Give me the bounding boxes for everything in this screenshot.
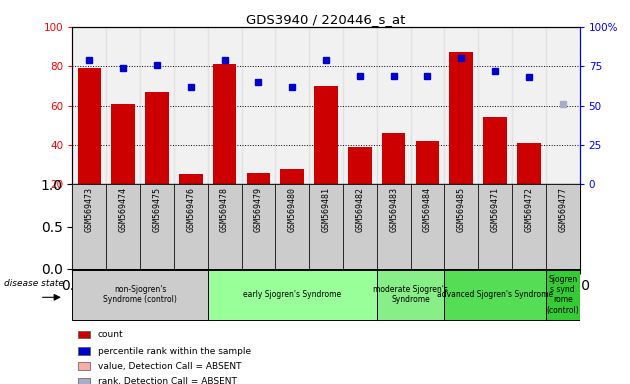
Text: GSM569479: GSM569479 [254, 187, 263, 232]
Bar [280, 169, 304, 184]
Text: Sjogren
s synd
rome
(control): Sjogren s synd rome (control) [546, 275, 579, 315]
Bar [546, 27, 580, 184]
Text: moderate Sjogren's
Syndrome: moderate Sjogren's Syndrome [373, 285, 448, 305]
Bar [377, 270, 444, 319]
Bar [77, 68, 101, 184]
Text: GSM569478: GSM569478 [220, 187, 229, 232]
Bar [483, 118, 507, 184]
Bar [275, 27, 309, 184]
Text: percentile rank within the sample: percentile rank within the sample [98, 346, 251, 356]
Text: GSM569482: GSM569482 [355, 187, 364, 232]
Text: GSM569476: GSM569476 [186, 187, 195, 232]
Text: GSM569485: GSM569485 [457, 187, 466, 232]
Bar [444, 27, 478, 184]
Bar [241, 184, 275, 269]
Text: GSM569471: GSM569471 [491, 187, 500, 232]
Bar [213, 64, 236, 184]
Bar [348, 147, 372, 184]
Bar [106, 27, 140, 184]
Bar [77, 378, 90, 384]
Bar [411, 27, 444, 184]
Bar [145, 92, 169, 184]
Bar [208, 184, 241, 269]
Text: GSM569483: GSM569483 [389, 187, 398, 232]
Bar [343, 27, 377, 184]
Text: GSM569472: GSM569472 [524, 187, 534, 232]
Text: GSM569473: GSM569473 [85, 187, 94, 232]
Bar [174, 184, 208, 269]
Text: GSM569475: GSM569475 [152, 187, 161, 232]
Bar [444, 270, 546, 319]
Bar [416, 141, 439, 184]
Text: GSM569481: GSM569481 [321, 187, 331, 232]
Bar [140, 27, 174, 184]
Bar [546, 270, 580, 319]
Bar [449, 53, 473, 184]
Bar [275, 184, 309, 269]
Text: value, Detection Call = ABSENT: value, Detection Call = ABSENT [98, 362, 241, 371]
Bar [382, 133, 406, 184]
Text: rank, Detection Call = ABSENT: rank, Detection Call = ABSENT [98, 377, 237, 384]
Bar [478, 27, 512, 184]
Bar [77, 331, 90, 338]
Bar [309, 184, 343, 269]
Bar [512, 27, 546, 184]
Text: GSM569480: GSM569480 [288, 187, 297, 232]
Bar [343, 184, 377, 269]
Bar [512, 184, 546, 269]
Text: count: count [98, 330, 123, 339]
Bar [517, 143, 541, 184]
Bar [140, 184, 174, 269]
Text: disease state: disease state [4, 279, 64, 288]
Bar [377, 184, 411, 269]
Bar [208, 270, 377, 319]
Bar [411, 184, 444, 269]
Bar [546, 184, 580, 269]
Bar [314, 86, 338, 184]
Text: non-Sjogren's
Syndrome (control): non-Sjogren's Syndrome (control) [103, 285, 177, 305]
Bar [444, 184, 478, 269]
Bar [112, 104, 135, 184]
Title: GDS3940 / 220446_s_at: GDS3940 / 220446_s_at [246, 13, 406, 26]
Bar [72, 184, 106, 269]
Bar [106, 184, 140, 269]
Bar [77, 347, 90, 355]
Bar [246, 172, 270, 184]
Bar [77, 362, 90, 370]
Text: GSM569484: GSM569484 [423, 187, 432, 232]
Bar [174, 27, 208, 184]
Text: advanced Sjogren's Syndrome: advanced Sjogren's Syndrome [437, 290, 553, 299]
Text: GSM569474: GSM569474 [118, 187, 128, 232]
Bar [309, 27, 343, 184]
Bar [377, 27, 411, 184]
Bar [179, 174, 203, 184]
Text: early Sjogren's Syndrome: early Sjogren's Syndrome [243, 290, 341, 299]
Text: GSM569477: GSM569477 [558, 187, 567, 232]
Bar [478, 184, 512, 269]
Bar [72, 270, 208, 319]
Bar [208, 27, 241, 184]
Bar [72, 27, 106, 184]
Bar [241, 27, 275, 184]
